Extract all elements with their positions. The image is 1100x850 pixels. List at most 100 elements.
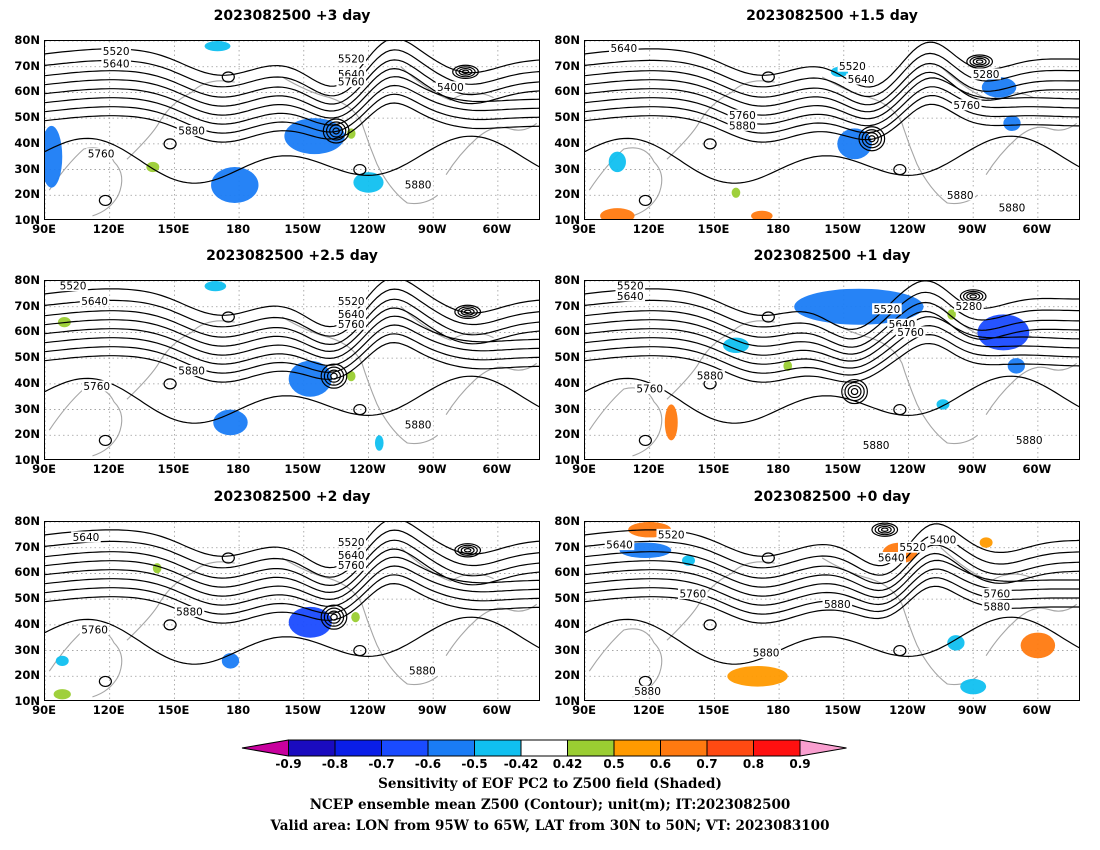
x-tick-label: 180 bbox=[766, 222, 791, 236]
shading-layer bbox=[57, 281, 384, 451]
contour-label-bg bbox=[86, 148, 116, 160]
closed-high-contour bbox=[638, 194, 652, 207]
contour-label: 5880 bbox=[824, 599, 851, 611]
map-panel: 5520 5640 5520 5640 5760 5400 5880 5760 5880 bbox=[44, 40, 540, 220]
x-tick-label: 150W bbox=[824, 462, 862, 476]
contour-label-bg bbox=[695, 370, 725, 382]
contour-label-bg bbox=[604, 539, 635, 551]
contour-label: 5520 bbox=[658, 529, 685, 541]
coastline bbox=[281, 76, 438, 205]
contour-label-bg bbox=[71, 531, 101, 543]
y-tick-label: 60N bbox=[554, 324, 580, 339]
colorbar-svg bbox=[241, 739, 847, 757]
y-tick-label: 50N bbox=[14, 591, 40, 606]
closed-high-contour bbox=[221, 552, 235, 564]
closed-high-contour bbox=[893, 644, 907, 657]
colorbar-tick-label: -0.6 bbox=[414, 757, 442, 771]
colorbar-tick-label: 0.6 bbox=[649, 757, 672, 771]
contour-label: 5640 bbox=[848, 74, 875, 86]
x-tick-label: 120W bbox=[889, 222, 926, 236]
contour-label-bg bbox=[861, 439, 891, 451]
contour-label: 5400 bbox=[930, 535, 957, 547]
contour-label-bg bbox=[656, 528, 687, 540]
contour-line bbox=[585, 77, 1079, 120]
contour-label-bg bbox=[895, 326, 926, 338]
contour-label-bg bbox=[176, 365, 207, 376]
x-tick-label: 90W bbox=[417, 222, 447, 236]
contour-line bbox=[585, 71, 1079, 113]
contour-label: 5880 bbox=[634, 686, 661, 698]
closed-low-contour bbox=[844, 381, 865, 402]
contour-label-bg bbox=[101, 45, 131, 57]
x-tick-label: 180 bbox=[766, 462, 791, 476]
colorbar-swatch bbox=[381, 739, 429, 757]
x-tick-label: 60W bbox=[482, 462, 512, 476]
x-tick-label: 60W bbox=[1022, 222, 1052, 236]
closed-low-contour bbox=[457, 544, 478, 556]
contour-line bbox=[585, 291, 1079, 340]
closed-high-contour bbox=[353, 403, 367, 416]
contour-label: 5640 bbox=[878, 553, 905, 565]
x-tick-label: 90E bbox=[32, 222, 56, 236]
contour-line bbox=[585, 301, 1079, 348]
map-panel: 5520 5640 5520 5640 5760 5880 5760 5880 bbox=[44, 280, 540, 460]
closed-high-contour bbox=[98, 434, 112, 447]
caption-line-3: Valid area: LON from 95W to 65W, LAT fro… bbox=[270, 818, 830, 834]
contour-line bbox=[585, 552, 1079, 592]
sensitivity-shade bbox=[731, 187, 741, 198]
colorbar-low-extend bbox=[241, 739, 289, 757]
contour-label: 5760 bbox=[636, 384, 663, 396]
colorbar-tick-label: 0.7 bbox=[696, 757, 718, 771]
y-tick-label: 80N bbox=[14, 273, 40, 287]
closed-high-contour bbox=[98, 194, 112, 207]
sensitivity-shade bbox=[351, 612, 360, 623]
sensitivity-shade bbox=[947, 309, 956, 320]
colorbar-tick-label: 0.5 bbox=[603, 757, 625, 771]
y-tick-label: 50N bbox=[14, 110, 40, 125]
sensitivity-shade bbox=[53, 689, 71, 700]
y-tick-label: 10N bbox=[554, 453, 580, 467]
y-tick-label: 60N bbox=[554, 565, 580, 580]
contour-line bbox=[585, 534, 1079, 576]
coastline bbox=[666, 320, 775, 400]
y-tick-label: 30N bbox=[14, 401, 40, 416]
map-panel: 5640 5520 5640 5760 5880 5760 5880 bbox=[44, 521, 540, 701]
contour-label-bg bbox=[58, 281, 88, 292]
contour-line bbox=[45, 298, 539, 346]
colorbar-tick-label: 0.9 bbox=[789, 757, 811, 771]
closed-high-contour bbox=[761, 552, 775, 564]
y-tick-label: 10N bbox=[14, 694, 40, 708]
sensitivity-shade bbox=[1003, 115, 1021, 131]
closed-low-contour bbox=[325, 121, 347, 141]
contour-line bbox=[45, 76, 539, 119]
contour-label: 5880 bbox=[729, 120, 756, 132]
contour-layer bbox=[585, 281, 1079, 447]
closed-high-contour bbox=[893, 163, 907, 176]
y-tick-label: 30N bbox=[554, 642, 580, 657]
contour-label: 5880 bbox=[863, 440, 890, 452]
panel-title: 2023082500 +2.5 day bbox=[206, 248, 378, 264]
closed-low-contour bbox=[861, 129, 883, 149]
contour-line bbox=[585, 375, 1079, 424]
map-panel: 5640 5520 5640 5280 5760 5880 5760 5880 5880 bbox=[584, 40, 1080, 220]
contour-label: 5520 bbox=[874, 304, 901, 316]
closed-low-contour bbox=[320, 363, 348, 389]
contour-label: 5760 bbox=[88, 149, 115, 161]
closed-low-contour bbox=[323, 607, 345, 627]
y-tick-label: 20N bbox=[14, 187, 40, 202]
contour-label: 5760 bbox=[679, 589, 706, 601]
sensitivity-shade bbox=[204, 281, 227, 292]
x-tick-label: 180 bbox=[226, 222, 251, 236]
contour-label: 5760 bbox=[338, 560, 365, 572]
contour-line bbox=[45, 307, 539, 353]
contour-label: 5880 bbox=[176, 607, 203, 619]
y-tick-label: 10N bbox=[554, 213, 580, 227]
x-tick-label: 120E bbox=[92, 703, 125, 717]
contour-label-bg bbox=[174, 606, 205, 617]
contour-label: 5520 bbox=[839, 61, 866, 73]
x-tick-label: 90E bbox=[572, 703, 596, 717]
